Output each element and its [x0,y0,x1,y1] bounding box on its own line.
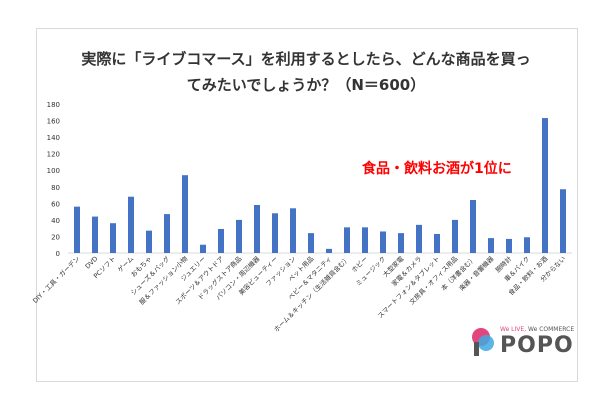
y-tick-label: 20 [51,233,60,241]
bar [488,238,494,253]
bar [542,118,548,253]
popo-logo-icon [472,328,494,356]
logo-tagline-accent: We LIVE, [500,326,527,333]
bar [452,219,458,253]
popo-logo: We LIVE, We COMMERCE POPO [470,322,588,362]
bar [146,230,152,253]
bar [470,200,476,253]
bar [218,228,224,253]
bar-series [74,118,566,253]
logo-tagline-rest: We COMMERCE [526,326,575,333]
bar [560,189,566,253]
bar [308,233,314,253]
chart-annotation: 食品・飲料お酒が1位に [362,161,512,177]
chart-title-line-2: てみたいでしょうか？（N＝600） [186,76,426,94]
bar [272,213,278,253]
bar [380,231,386,253]
bar [164,214,170,253]
bar [326,248,332,253]
bar [416,224,422,253]
x-tick-label: DIY・工具・ガーデン [31,254,82,305]
bar [344,227,350,253]
bar [398,233,404,253]
bar [290,208,296,253]
bar [254,204,260,253]
bar [236,219,242,253]
y-tick-label: 180 [47,101,60,109]
y-tick-label: 40 [51,217,60,225]
y-tick-label: 120 [47,151,60,159]
bar [362,227,368,253]
logo-tagline: We LIVE, We COMMERCE [500,326,574,333]
bar [506,238,512,253]
bar [110,223,116,253]
bar [92,216,98,253]
bar [434,233,440,253]
chart-frame [36,28,578,382]
chart-title-line-1: 実際に「ライブコマース」を利用するとしたら、どんな商品を買っ [81,50,531,68]
y-tick-label: 100 [47,167,60,175]
y-tick-label: 0 [56,250,60,258]
logo-wordmark: POPO [500,333,574,358]
y-tick-label: 160 [47,118,60,126]
bar [74,206,80,253]
bar [200,244,206,253]
y-tick-label: 60 [51,200,60,208]
bar [524,237,530,253]
y-tick-label: 140 [47,134,60,142]
y-tick-label: 80 [51,184,60,192]
bar [182,175,188,253]
bar [128,196,134,253]
